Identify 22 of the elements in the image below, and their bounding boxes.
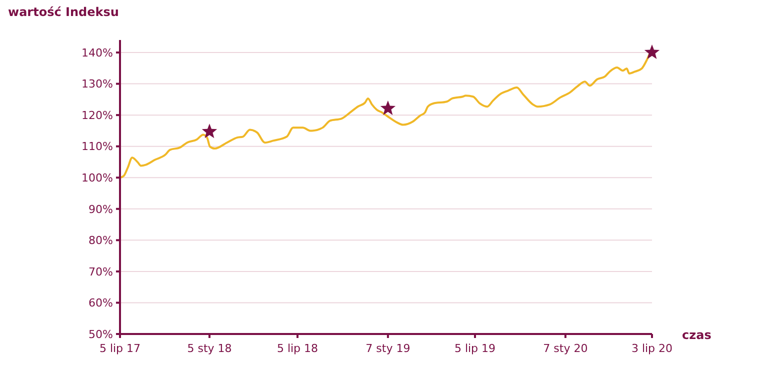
y-tick-label: 140% [82, 46, 113, 60]
y-tick-label: 100% [82, 171, 113, 184]
x-tick-label: 7 sty 19 [366, 342, 410, 355]
point [380, 100, 396, 115]
y-tick-label: 130% [82, 78, 113, 91]
point [644, 44, 660, 59]
y-tick-label: 80% [88, 234, 113, 248]
y-tick-label: 120% [82, 108, 113, 122]
x-tick-label: 5 sty 18 [187, 342, 232, 355]
y-tick-label: 70% [88, 265, 113, 278]
x-tick-label: 3 lip 20 [631, 342, 673, 355]
x-tick-label: 5 lip 18 [276, 342, 318, 355]
point [202, 124, 218, 138]
y-axis-title: wartość Indeksu [8, 5, 119, 19]
x-tick-label: 5 lip 17 [99, 342, 141, 355]
y-tick-label: 50% [88, 328, 113, 341]
x-tick-label: 7 sty 20 [543, 342, 588, 355]
y-tick-label: 110% [82, 140, 113, 154]
y-tick-label: 90% [88, 202, 113, 216]
x-axis-title: czas [682, 328, 712, 342]
x-tick-label: 5 lip 19 [454, 342, 496, 355]
y-tick-label: 60% [88, 296, 113, 310]
